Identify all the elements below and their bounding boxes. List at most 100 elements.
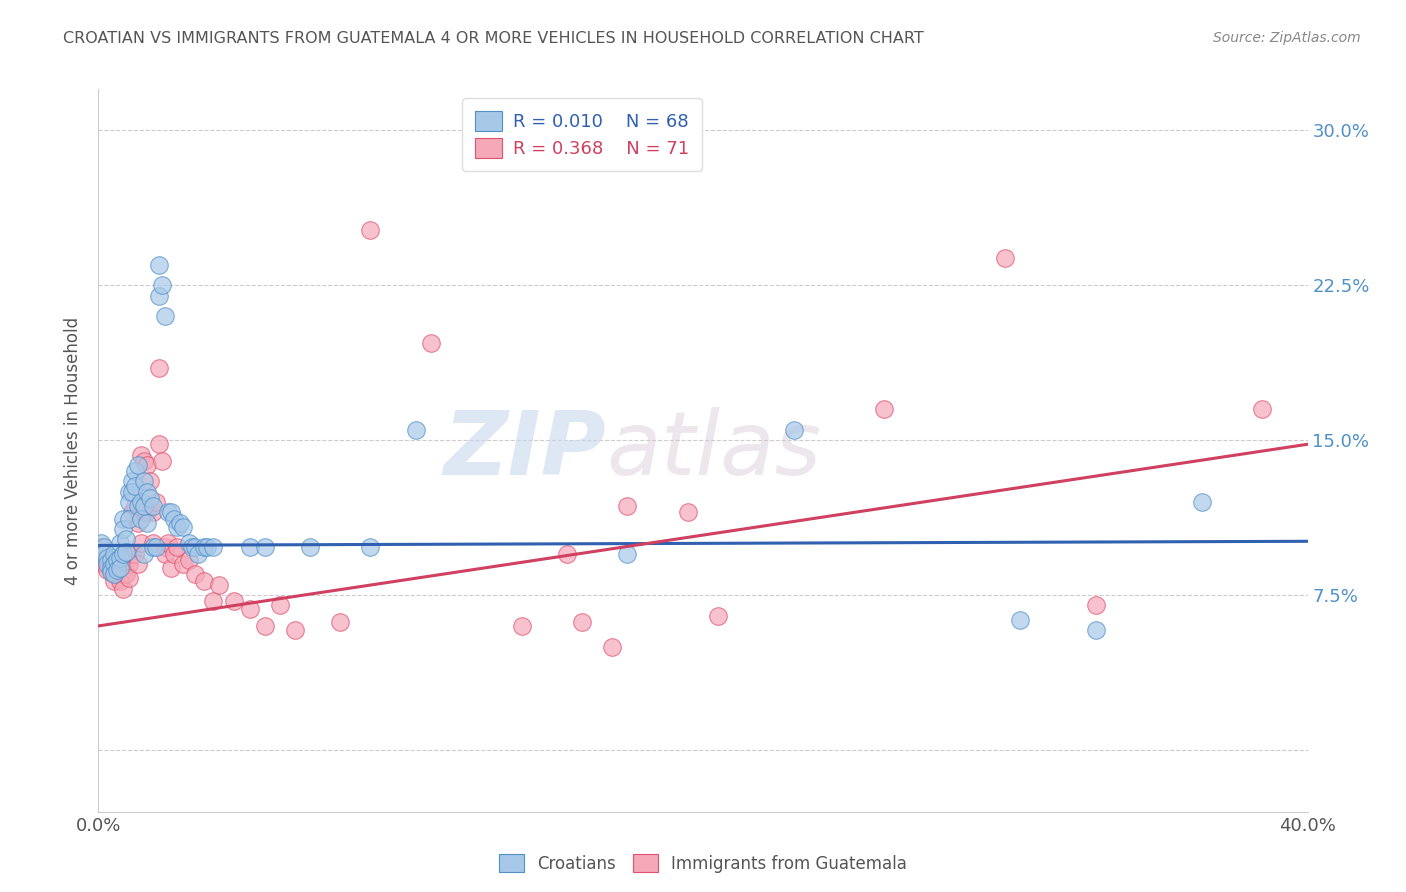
Point bbox=[111, 567, 134, 582]
Point bbox=[510, 619, 533, 633]
Point bbox=[707, 608, 730, 623]
Legend: Croatians, Immigrants from Guatemala: Croatians, Immigrants from Guatemala bbox=[492, 847, 914, 880]
Point bbox=[169, 516, 191, 530]
Point bbox=[135, 484, 157, 499]
Point bbox=[105, 563, 128, 577]
Point bbox=[166, 541, 188, 555]
Point bbox=[148, 360, 170, 375]
Point bbox=[253, 541, 276, 555]
Point bbox=[124, 547, 146, 561]
Point bbox=[93, 557, 115, 571]
Point bbox=[121, 484, 143, 499]
Point bbox=[129, 495, 152, 509]
Point bbox=[184, 567, 207, 582]
Point bbox=[96, 563, 118, 577]
Point bbox=[93, 550, 115, 565]
Text: atlas: atlas bbox=[606, 408, 821, 493]
Point bbox=[148, 288, 170, 302]
Point bbox=[193, 574, 215, 588]
Point bbox=[156, 536, 179, 550]
Point bbox=[100, 553, 122, 567]
Point bbox=[224, 594, 246, 608]
Text: ZIP: ZIP bbox=[443, 407, 606, 494]
Point bbox=[616, 499, 638, 513]
Point bbox=[163, 547, 186, 561]
Point bbox=[132, 505, 155, 519]
Point bbox=[127, 458, 149, 472]
Point bbox=[124, 478, 146, 492]
Point bbox=[127, 499, 149, 513]
Point bbox=[121, 547, 143, 561]
Point bbox=[1191, 495, 1213, 509]
Point bbox=[676, 505, 699, 519]
Point bbox=[153, 547, 176, 561]
Point bbox=[100, 553, 122, 567]
Point bbox=[103, 557, 125, 571]
Point bbox=[118, 557, 141, 571]
Point bbox=[124, 499, 146, 513]
Point bbox=[148, 437, 170, 451]
Point bbox=[108, 574, 131, 588]
Point bbox=[405, 423, 427, 437]
Point bbox=[121, 475, 143, 489]
Point bbox=[181, 541, 204, 555]
Point bbox=[111, 582, 134, 596]
Point bbox=[127, 516, 149, 530]
Point bbox=[420, 336, 443, 351]
Point bbox=[160, 561, 183, 575]
Point bbox=[1010, 613, 1032, 627]
Point bbox=[202, 541, 225, 555]
Point bbox=[193, 541, 215, 555]
Point bbox=[139, 475, 162, 489]
Point bbox=[156, 505, 179, 519]
Point bbox=[195, 541, 218, 555]
Point bbox=[142, 541, 165, 555]
Point bbox=[100, 566, 122, 580]
Point bbox=[284, 623, 307, 637]
Point bbox=[329, 615, 352, 629]
Point bbox=[114, 553, 136, 567]
Point bbox=[132, 547, 155, 561]
Point bbox=[208, 577, 231, 591]
Point bbox=[114, 544, 136, 558]
Point bbox=[142, 499, 165, 513]
Point bbox=[103, 567, 125, 582]
Point bbox=[602, 640, 624, 654]
Point bbox=[132, 499, 155, 513]
Point bbox=[184, 541, 207, 555]
Point bbox=[111, 511, 134, 525]
Point bbox=[187, 547, 209, 561]
Point bbox=[148, 258, 170, 272]
Point bbox=[135, 505, 157, 519]
Point bbox=[124, 464, 146, 478]
Point bbox=[100, 561, 122, 575]
Point bbox=[129, 448, 152, 462]
Point bbox=[616, 547, 638, 561]
Point bbox=[103, 567, 125, 582]
Text: Source: ZipAtlas.com: Source: ZipAtlas.com bbox=[1213, 31, 1361, 45]
Point bbox=[153, 310, 176, 324]
Point bbox=[118, 511, 141, 525]
Point bbox=[108, 561, 131, 575]
Point bbox=[360, 541, 382, 555]
Point bbox=[129, 536, 152, 550]
Point bbox=[299, 541, 322, 555]
Point bbox=[90, 541, 112, 555]
Point bbox=[202, 594, 225, 608]
Point bbox=[994, 252, 1017, 266]
Point bbox=[118, 484, 141, 499]
Point bbox=[150, 278, 173, 293]
Point bbox=[179, 553, 201, 567]
Point bbox=[1085, 599, 1108, 613]
Point bbox=[103, 561, 125, 575]
Point bbox=[783, 423, 806, 437]
Point bbox=[142, 505, 165, 519]
Point bbox=[179, 536, 201, 550]
Point bbox=[108, 550, 131, 565]
Point bbox=[111, 547, 134, 561]
Point bbox=[160, 505, 183, 519]
Point bbox=[127, 557, 149, 571]
Point bbox=[96, 557, 118, 571]
Point bbox=[269, 599, 291, 613]
Point bbox=[135, 516, 157, 530]
